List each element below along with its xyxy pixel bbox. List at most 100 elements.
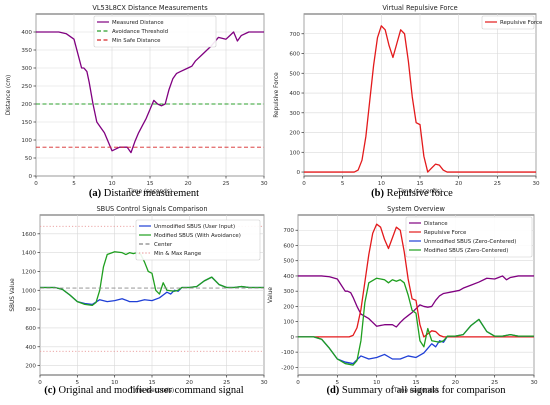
- x-tick-label: 30: [260, 380, 268, 386]
- y-tick-label: 300: [289, 111, 300, 117]
- legend-label: Distance: [424, 221, 448, 227]
- y-tick-label: 0: [290, 335, 294, 341]
- legend-label: Min Safe Distance: [112, 38, 161, 44]
- caption: (d) Summary of all signals for compariso…: [326, 385, 506, 396]
- x-tick-label: 5: [72, 181, 76, 187]
- legend: Distance Repulsive Force Unmodified SBUS (…: [405, 216, 533, 258]
- chart-title: SBUS Control Signals Comparison: [96, 205, 207, 213]
- y-tick-label: 400: [25, 345, 36, 351]
- caption-text: Distance measurement: [101, 188, 199, 199]
- y-axis-label: SBUS Value: [10, 278, 16, 312]
- caption: (b) Repulsive force: [371, 188, 453, 199]
- y-tick-label: 400: [289, 91, 300, 97]
- x-tick-label: 20: [186, 380, 194, 386]
- x-tick-label: 10: [373, 380, 381, 386]
- legend-label: Unmodified SBUS (Zero-Centered): [424, 239, 516, 245]
- x-tick-label: 15: [412, 380, 420, 386]
- y-axis-label: Repulsive Force: [274, 72, 280, 118]
- legend-label: Min & Max Range: [154, 251, 202, 257]
- caption-text: Summary of all signals for comparison: [339, 385, 506, 396]
- legend-label: Avoidance Threshold: [112, 29, 168, 35]
- caption-letter: (a): [89, 188, 102, 199]
- x-axis-label: Time (seconds): [129, 388, 174, 394]
- y-axis-label: Distance (cm): [6, 75, 12, 116]
- y-tick-label: -100: [281, 350, 294, 356]
- y-tick-label: 250: [21, 84, 32, 90]
- legend-label: Unmodified SBUS (User Input): [154, 224, 235, 230]
- x-tick-label: 10: [108, 181, 116, 187]
- y-tick-label: 300: [283, 289, 294, 295]
- caption-text: Original and modified user command signa…: [56, 385, 244, 396]
- y-tick-label: 200: [21, 102, 32, 108]
- y-tick-label: 50: [25, 156, 33, 162]
- x-tick-label: 15: [148, 380, 156, 386]
- series-group: [36, 31, 264, 154]
- x-tick-label: 10: [111, 380, 119, 386]
- y-tick-label: 200: [25, 364, 36, 370]
- y-tick-label: 600: [283, 243, 294, 249]
- legend: Repulsive Force: [481, 15, 543, 30]
- y-tick-label: 700: [283, 228, 294, 234]
- y-tick-label: 600: [25, 326, 36, 332]
- series-group: [304, 25, 536, 173]
- chart-title: Virtual Repulsive Force: [382, 4, 457, 12]
- y-tick-label: 1600: [22, 232, 37, 238]
- caption-text: Repulsive force: [384, 188, 453, 199]
- y-tick-label: 500: [289, 71, 300, 77]
- series-line: [36, 31, 264, 154]
- caption: (c) Original and modified user command s…: [44, 385, 244, 396]
- x-tick-label: 20: [455, 181, 463, 187]
- x-tick-label: 5: [336, 380, 340, 386]
- y-tick-label: -200: [281, 365, 294, 371]
- caption-letter: (b): [371, 188, 384, 199]
- legend: Measured Distance Avoidance Threshold Min …: [93, 15, 217, 48]
- x-tick-label: 0: [38, 380, 42, 386]
- legend-label: Center: [154, 242, 173, 248]
- x-tick-label: 25: [223, 380, 231, 386]
- legend-label: Repulsive Force: [424, 230, 467, 236]
- y-tick-label: 300: [21, 66, 32, 72]
- y-tick-label: 350: [21, 48, 32, 54]
- repulsive-force-chart: 0 5 10 15 20 25 300100200300400500600700Virtua…: [274, 4, 543, 195]
- series-line: [304, 25, 536, 173]
- caption-letter: (c): [44, 385, 56, 396]
- y-tick-label: 1400: [22, 251, 37, 257]
- y-axis-label: Value: [268, 287, 274, 303]
- x-tick-label: 20: [184, 181, 192, 187]
- y-tick-label: 800: [25, 307, 36, 313]
- legend: Unmodified SBUS (User Input) Modified SBU…: [135, 219, 261, 261]
- x-tick-label: 5: [76, 380, 80, 386]
- series-line: [298, 277, 534, 366]
- x-tick-label: 0: [296, 380, 300, 386]
- x-tick-label: 30: [260, 181, 268, 187]
- series-line: [40, 251, 264, 307]
- x-tick-label: 0: [34, 181, 38, 187]
- system-overview-chart: 0 5 10 15 20 25 30 -200 -100 0 100 200 300 400 500 600 7…: [268, 205, 538, 394]
- caption-letter: (d): [326, 385, 339, 396]
- y-tick-label: 500: [283, 259, 294, 265]
- x-tick-label: 30: [530, 380, 538, 386]
- sbus-comparison-chart: 0 5 10 15 20 25 30 200 400 600 800 1000 1200 1400 1600…: [10, 205, 268, 394]
- x-axis-label: Time (seconds): [397, 189, 442, 195]
- y-tick-label: 100: [283, 320, 294, 326]
- y-tick-label: 400: [21, 30, 32, 36]
- x-tick-label: 30: [532, 181, 540, 187]
- x-tick-label: 25: [491, 380, 499, 386]
- y-tick-label: 200: [289, 131, 300, 137]
- x-tick-label: 15: [416, 181, 424, 187]
- x-tick-label: 25: [494, 181, 502, 187]
- legend-label: Modified SBUS (Zero-Centered): [424, 248, 508, 254]
- y-tick-label: 100: [289, 150, 300, 156]
- y-tick-label: 150: [21, 120, 32, 126]
- x-tick-label: 25: [222, 181, 230, 187]
- y-tick-label: 700: [289, 32, 300, 38]
- legend-label: Repulsive Force: [500, 20, 543, 26]
- y-tick-label: 1200: [22, 269, 37, 275]
- x-tick-label: 20: [452, 380, 460, 386]
- caption: (a) Distance measurement: [89, 188, 199, 199]
- series-line: [298, 275, 534, 328]
- distance-chart: 0 5 10 15 20 25 30050100150200250300350400VL53…: [6, 4, 268, 195]
- x-axis-label: Time (seconds): [393, 388, 438, 394]
